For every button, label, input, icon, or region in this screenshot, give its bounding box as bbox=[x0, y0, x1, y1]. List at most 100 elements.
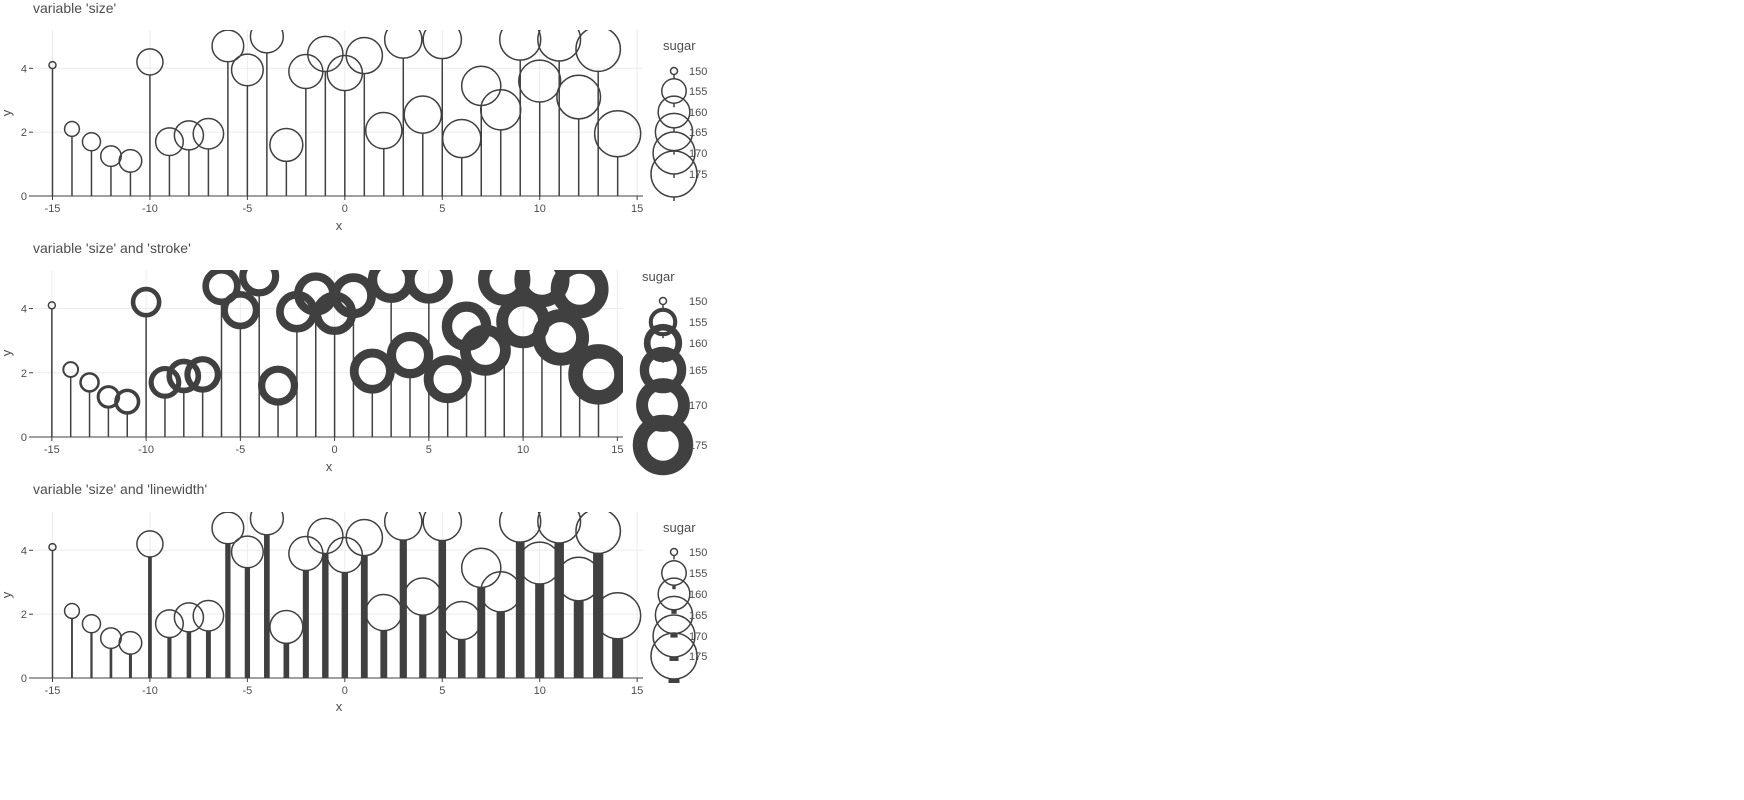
chart-panel-size-and-linewidth: variable 'size' and 'linewidth' -15 -10 -5 0… bbox=[0, 481, 707, 714]
lollipop-head-11 bbox=[249, 512, 285, 536]
x-tick-label: 10 bbox=[517, 444, 529, 456]
x-tick-label: 0 bbox=[332, 444, 338, 456]
lollipop-head-11 bbox=[249, 30, 285, 54]
y-axis-label: y bbox=[0, 349, 14, 356]
x-tick-label: 15 bbox=[611, 444, 623, 456]
legend: sugar 150 155 160 165 170 175 bbox=[632, 269, 707, 476]
x-tick-label: 0 bbox=[342, 685, 348, 697]
lollipop-head-7 bbox=[173, 120, 205, 151]
y-tick-label: 2 bbox=[21, 368, 27, 380]
legend-title: sugar bbox=[642, 269, 675, 284]
lollipop-head-18 bbox=[383, 30, 423, 59]
lollipop-head-7 bbox=[166, 358, 202, 394]
lollipop-head-28 bbox=[575, 512, 622, 555]
x-tick-label: -5 bbox=[242, 203, 252, 215]
lollipop-head-14 bbox=[307, 35, 344, 73]
x-tick-label: 10 bbox=[534, 203, 546, 215]
legend-key-head bbox=[652, 131, 696, 175]
chart-panel-size-and-stroke: variable 'size' and 'stroke' -15 -10 -5 0 5 10… bbox=[0, 240, 707, 476]
lollipop-head-8 bbox=[192, 117, 225, 150]
legend-key-head bbox=[661, 560, 687, 586]
lollipop-head-8 bbox=[184, 356, 221, 393]
y-tick-label: 4 bbox=[21, 304, 27, 316]
lollipop-head-9 bbox=[211, 512, 245, 545]
legend-key-head bbox=[669, 66, 679, 76]
legend-entry-label: 160 bbox=[689, 107, 707, 119]
x-tick-label: 10 bbox=[534, 685, 546, 697]
y-tick-label: 0 bbox=[21, 673, 27, 685]
lollipop-head-3 bbox=[99, 145, 122, 168]
lollipop-head-28 bbox=[575, 30, 622, 73]
lollipop-head-20 bbox=[404, 270, 453, 304]
lollipop-head-12 bbox=[258, 365, 299, 406]
y-tick-label: 4 bbox=[21, 545, 27, 557]
y-tick-label: 0 bbox=[21, 432, 27, 444]
lollipop-head-1 bbox=[63, 602, 81, 620]
x-tick-label: -5 bbox=[242, 685, 252, 697]
y-tick-label: 0 bbox=[21, 191, 27, 203]
data-marks bbox=[48, 512, 642, 678]
lollipop-head-2 bbox=[81, 131, 102, 152]
lollipop-head-1 bbox=[63, 120, 81, 138]
x-tick-label: 5 bbox=[426, 444, 432, 456]
lollipop-head-2 bbox=[79, 372, 100, 393]
lollipop-head-10 bbox=[230, 535, 264, 569]
legend-entry-label: 165 bbox=[689, 610, 707, 622]
lollipop-head-0 bbox=[48, 60, 57, 70]
lollipop-head-26 bbox=[537, 30, 582, 62]
legend-key-head bbox=[643, 323, 683, 363]
lollipop-head-5 bbox=[130, 286, 162, 318]
legend-title: sugar bbox=[663, 520, 696, 535]
legend-entry-label: 165 bbox=[689, 127, 707, 139]
lollipop-head-2 bbox=[81, 613, 102, 634]
legend: sugar 150 155 160 165 170 175 bbox=[650, 520, 707, 683]
legend: sugar 150 155 160 165 170 175 bbox=[650, 38, 707, 201]
legend-entry-label: 160 bbox=[689, 589, 707, 601]
legend-entry-label: 175 bbox=[689, 651, 707, 663]
legend-entry-label: 165 bbox=[689, 365, 707, 377]
lollipop-head-24 bbox=[498, 30, 542, 61]
lollipop-head-23 bbox=[479, 571, 522, 613]
lollipop-head-20 bbox=[422, 30, 463, 60]
legend-key-head bbox=[632, 414, 694, 476]
legend-entry-label: 155 bbox=[689, 317, 707, 329]
lollipop-head-27 bbox=[556, 74, 602, 120]
lollipop-head-8 bbox=[192, 599, 225, 632]
lollipop-head-19 bbox=[403, 577, 443, 616]
legend-entry-label: 150 bbox=[689, 66, 707, 78]
lollipop-head-21 bbox=[423, 355, 472, 404]
lollipop-head-20 bbox=[422, 512, 463, 542]
lollipop-head-23 bbox=[479, 89, 522, 131]
data-marks bbox=[47, 270, 623, 437]
x-tick-label: -5 bbox=[235, 444, 245, 456]
lollipop-head-9 bbox=[211, 30, 245, 63]
chart-title: variable 'size' and 'linewidth' bbox=[33, 481, 207, 497]
lollipop-head-24 bbox=[498, 512, 542, 543]
lollipop-head-28 bbox=[550, 270, 609, 319]
lollipop-head-18 bbox=[383, 512, 423, 541]
lollipop-head-9 bbox=[202, 270, 241, 306]
legend-key-head bbox=[650, 150, 698, 198]
lollipop-head-18 bbox=[367, 270, 415, 303]
lollipop-head-1 bbox=[62, 361, 80, 378]
x-tick-label: 15 bbox=[631, 685, 643, 697]
lollipop-head-16 bbox=[345, 36, 384, 75]
lollipop-head-5 bbox=[136, 48, 164, 76]
lollipop-head-0 bbox=[48, 542, 57, 552]
chart-title: variable 'size' bbox=[33, 0, 116, 16]
legend-key-head bbox=[657, 95, 691, 129]
lollipop-head-6 bbox=[154, 609, 184, 639]
lollipop-head-16 bbox=[330, 273, 376, 319]
lollipop-head-26 bbox=[537, 512, 582, 544]
legend-entry-label: 175 bbox=[689, 169, 707, 181]
legend-entry-label: 150 bbox=[689, 296, 707, 308]
x-tick-label: 5 bbox=[439, 203, 445, 215]
lollipop-head-19 bbox=[403, 95, 443, 134]
legend-entry-label: 160 bbox=[689, 338, 707, 350]
y-tick-label: 2 bbox=[21, 127, 27, 139]
legend-key-head bbox=[657, 577, 691, 611]
lollipop-head-14 bbox=[307, 517, 344, 555]
lollipop-head-23 bbox=[459, 324, 511, 376]
y-axis-label: y bbox=[0, 591, 14, 598]
lollipop-head-29 bbox=[593, 110, 642, 158]
